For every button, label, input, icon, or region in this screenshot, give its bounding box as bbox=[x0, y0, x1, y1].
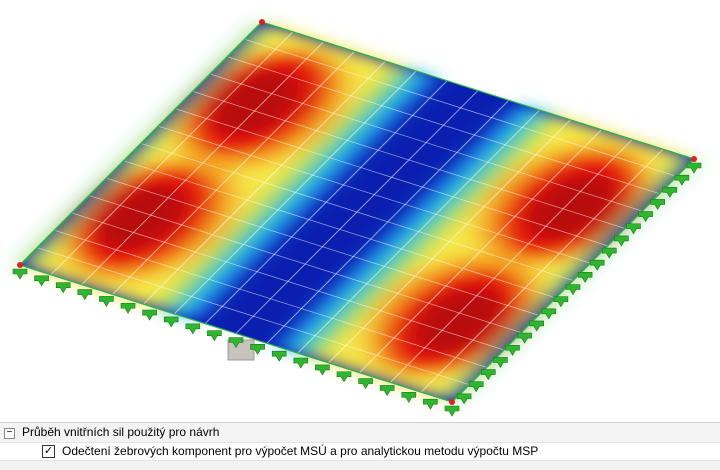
support bbox=[250, 344, 265, 355]
mesh-grid bbox=[36, 31, 678, 393]
support bbox=[529, 320, 545, 332]
grid-line bbox=[244, 39, 678, 177]
support bbox=[185, 323, 201, 335]
model-view bbox=[12, 19, 702, 417]
option-label: Odečtení žebrových komponent pro výpočet… bbox=[62, 444, 539, 458]
support bbox=[577, 272, 593, 283]
grid-line bbox=[235, 90, 479, 334]
support bbox=[626, 223, 641, 235]
support bbox=[423, 398, 438, 410]
support bbox=[358, 378, 373, 390]
support bbox=[674, 174, 690, 186]
grid-line bbox=[175, 108, 608, 247]
corner-node bbox=[449, 399, 455, 405]
support bbox=[55, 282, 71, 294]
grid-line bbox=[227, 56, 660, 195]
properties-panel: − Průběh vnitřních sil použitý pro návrh… bbox=[0, 422, 720, 470]
expand-toggle[interactable]: − bbox=[4, 428, 15, 439]
support bbox=[379, 385, 395, 397]
support bbox=[505, 344, 520, 356]
support bbox=[468, 381, 484, 393]
corner-node bbox=[259, 19, 265, 25]
support bbox=[315, 364, 330, 376]
grid-line bbox=[389, 139, 633, 383]
support bbox=[444, 405, 460, 417]
support bbox=[336, 371, 352, 383]
support bbox=[686, 162, 702, 174]
support bbox=[142, 309, 157, 321]
grid-line bbox=[266, 100, 510, 344]
support bbox=[541, 308, 557, 320]
grid-line bbox=[420, 149, 664, 393]
grid-line bbox=[358, 129, 602, 373]
support bbox=[207, 330, 222, 342]
support bbox=[662, 187, 678, 198]
corner-node bbox=[691, 156, 697, 162]
support bbox=[638, 211, 653, 223]
support bbox=[517, 332, 532, 344]
support bbox=[493, 357, 508, 368]
support bbox=[565, 284, 581, 296]
plate bbox=[18, 21, 696, 403]
support bbox=[12, 268, 28, 280]
supports bbox=[12, 19, 702, 417]
column bbox=[227, 339, 255, 361]
support bbox=[163, 316, 179, 328]
grid-line bbox=[157, 125, 591, 264]
support bbox=[601, 247, 617, 259]
support bbox=[650, 199, 666, 211]
support bbox=[293, 357, 309, 369]
support bbox=[480, 369, 496, 381]
corner-node bbox=[17, 262, 23, 268]
group-label: Průběh vnitřních sil použitý pro návrh bbox=[22, 425, 220, 439]
grid-line bbox=[297, 109, 541, 354]
grid-line bbox=[328, 119, 572, 364]
checkbox[interactable]: ✓ bbox=[42, 445, 55, 458]
support bbox=[228, 337, 244, 349]
support bbox=[77, 289, 93, 301]
support bbox=[34, 275, 49, 287]
support bbox=[456, 393, 472, 405]
support bbox=[120, 302, 136, 314]
support bbox=[589, 259, 605, 271]
support bbox=[614, 235, 629, 247]
support bbox=[553, 296, 569, 308]
group-row: − Průběh vnitřních sil použitý pro návrh bbox=[0, 424, 720, 441]
grid-line bbox=[209, 73, 643, 212]
grid-line bbox=[192, 91, 626, 229]
option-row: ✓ Odečtení žebrových komponent pro výpoč… bbox=[0, 442, 720, 461]
support bbox=[401, 391, 417, 403]
support bbox=[271, 350, 287, 362]
support bbox=[99, 296, 114, 307]
